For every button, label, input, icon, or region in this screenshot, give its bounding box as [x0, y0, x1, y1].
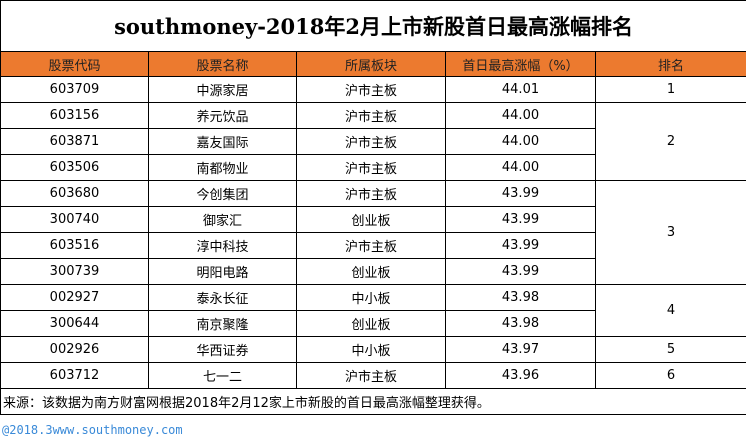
table-cell: 沪市主板 — [296, 76, 446, 103]
table-cell: 603680 — [0, 180, 149, 207]
table-cell: 300644 — [0, 310, 149, 337]
table-row: 603156 养元饮品 沪市主板 44.00 2 — [0, 102, 746, 181]
table-cell: 创业板 — [296, 206, 446, 233]
column-header: 股票代码 — [0, 51, 149, 77]
table-cell: 中源家居 — [148, 76, 297, 103]
table-cell: 43.98 — [445, 284, 596, 311]
table-cell: 沪市主板 — [296, 362, 446, 389]
column-header: 首日最高涨幅（%） — [445, 51, 596, 77]
table-cell: 沪市主板 — [296, 232, 446, 259]
table-cell: 创业板 — [296, 310, 446, 337]
table-cell: 沪市主板 — [296, 102, 446, 129]
table-cell: 泰永长征 — [148, 284, 297, 311]
table-cell: 43.98 — [445, 310, 596, 337]
table-cell: 6 — [594, 362, 746, 389]
table-cell: 养元饮品 — [148, 102, 297, 129]
table-row: 603516 淳中科技 沪市主板 43.99 — [0, 232, 746, 259]
table-cell: 44.00 — [445, 154, 596, 181]
table-cell: 沪市主板 — [296, 180, 446, 207]
table-cell: 中小板 — [296, 336, 446, 363]
table-cell: 603516 — [0, 232, 149, 259]
table-cell: 300740 — [0, 206, 149, 233]
table-cell: 43.99 — [445, 180, 596, 207]
table-cell: 44.01 — [445, 76, 596, 103]
table-cell: 002926 — [0, 336, 149, 363]
table-cell: 43.99 — [445, 258, 596, 285]
table-cell: 43.99 — [445, 232, 596, 259]
table-row: 300644 南京聚隆 创业板 43.98 — [0, 310, 746, 337]
table-cell: 44.00 — [445, 102, 596, 129]
table-cell: 沪市主板 — [296, 128, 446, 155]
table-cell: 创业板 — [296, 258, 446, 285]
table-cell: 603709 — [0, 76, 149, 103]
table-cell: 南京聚隆 — [148, 310, 297, 337]
table-cell: 300739 — [0, 258, 149, 285]
table-row: 002927 泰永长征 中小板 43.98 4 — [0, 284, 746, 337]
table-cell: 4 — [594, 284, 746, 337]
table-cell: 603712 — [0, 362, 149, 389]
table-cell: 1 — [594, 76, 746, 103]
table-cell: 南都物业 — [148, 154, 297, 181]
column-header: 排名 — [594, 51, 746, 77]
table-cell: 2 — [594, 102, 746, 181]
ranking-table: southmoney-2018年2月上市新股首日最高涨幅排名 股票代码 股票名称所… — [0, 0, 746, 415]
table-row: 002926 华西证券 中小板 43.97 5 — [0, 336, 746, 363]
table-cell: 沪市主板 — [296, 154, 446, 181]
table-cell: 002927 — [0, 284, 149, 311]
note-row: 来源：该数据为南方财富网根据2018年2月12家上市新股的首日最高涨幅整理获得。 — [0, 388, 746, 415]
table-row: 603680 今创集团 沪市主板 43.99 3 — [0, 180, 746, 285]
table-row: 603871 嘉友国际 沪市主板 44.00 — [0, 128, 746, 155]
table-row: 300739 明阳电路 创业板 43.99 — [0, 258, 746, 285]
table-cell: 明阳电路 — [148, 258, 297, 285]
table-cell: 华西证券 — [148, 336, 297, 363]
table-cell: 603506 — [0, 154, 149, 181]
note: 来源：该数据为南方财富网根据2018年2月12家上市新股的首日最高涨幅整理获得。 — [0, 388, 746, 415]
table-cell: 淳中科技 — [148, 232, 297, 259]
column-header: 股票名称 — [148, 51, 297, 77]
header-row: 股票代码 股票名称 所属板块 首日最高涨幅（%） 排名 — [0, 51, 746, 77]
watermark: @2018.3www.southmoney.com — [2, 423, 183, 437]
table-cell: 今创集团 — [148, 180, 297, 207]
table-cell: 43.96 — [445, 362, 596, 389]
table-cell: 中小板 — [296, 284, 446, 311]
table-cell: 3 — [594, 180, 746, 285]
column-header: 所属板块 — [296, 51, 446, 77]
table-row: 603709 中源家居 沪市主板 44.01 1 — [0, 76, 746, 103]
table-cell: 嘉友国际 — [148, 128, 297, 155]
table-cell: 43.97 — [445, 336, 596, 363]
table-cell: 御家汇 — [148, 206, 297, 233]
table-cell: 44.00 — [445, 128, 596, 155]
table-cell: 5 — [594, 336, 746, 363]
table-title: southmoney-2018年2月上市新股首日最高涨幅排名 — [0, 0, 746, 52]
table-cell: 43.99 — [445, 206, 596, 233]
table-cell: 603871 — [0, 128, 149, 155]
table-row: 603506 南都物业 沪市主板 44.00 — [0, 154, 746, 181]
table-cell: 603156 — [0, 102, 149, 129]
table-cell: 七一二 — [148, 362, 297, 389]
table-row: 603712 七一二 沪市主板 43.96 6 — [0, 362, 746, 389]
table-row: 300740 御家汇 创业板 43.99 — [0, 206, 746, 233]
